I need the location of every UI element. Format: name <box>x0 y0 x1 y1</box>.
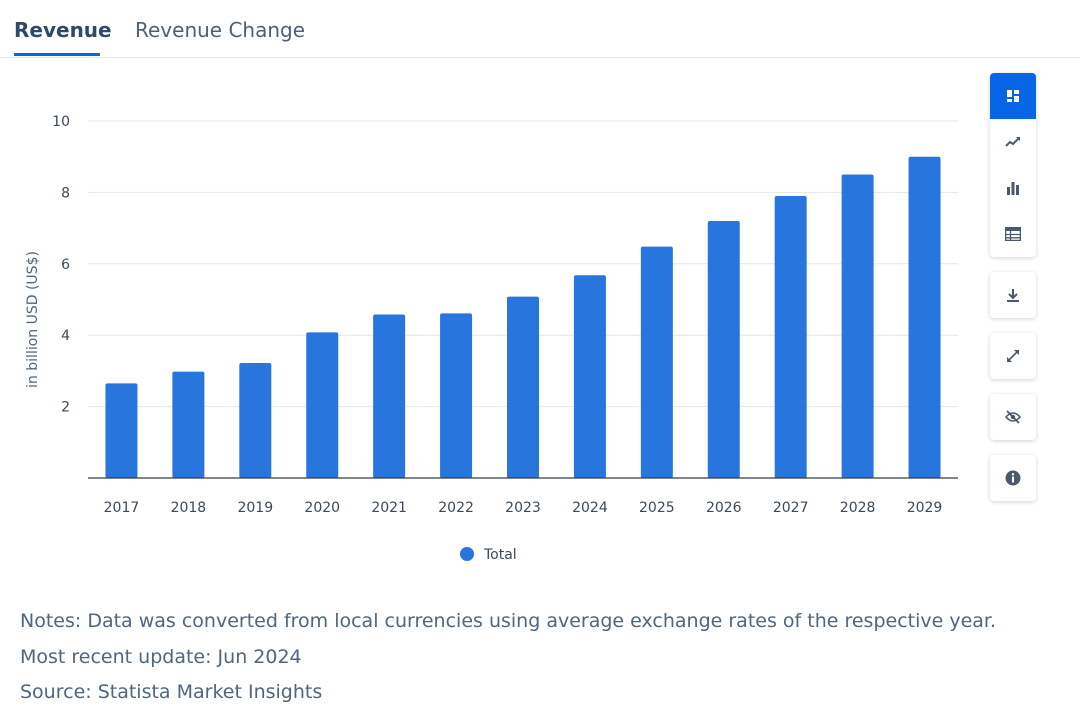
bar-2025[interactable] <box>640 246 673 478</box>
bar-2020[interactable] <box>306 332 339 478</box>
legend[interactable]: Total <box>460 547 517 563</box>
active-tab-indicator <box>14 53 100 56</box>
bar-2029[interactable] <box>908 156 941 478</box>
hide-toolbar <box>990 394 1036 440</box>
info-icon <box>1005 470 1021 486</box>
line-chart-view-button[interactable] <box>990 119 1036 165</box>
x-tick-label: 2018 <box>171 500 207 516</box>
update-text: Most recent update: Jun 2024 <box>20 645 302 668</box>
x-tick-label: 2020 <box>304 500 340 516</box>
line-chart-icon <box>1005 137 1020 147</box>
download-toolbar <box>990 272 1036 318</box>
chart-notes: Notes: Data was converted from local cur… <box>20 604 996 711</box>
source-text: Source: Statista Market Insights <box>20 681 323 703</box>
hide-icon <box>1005 410 1021 424</box>
bar-chart-icon <box>1007 182 1019 195</box>
y-tick-label: 6 <box>61 257 70 273</box>
table-icon <box>1005 227 1021 241</box>
bar-2021[interactable] <box>373 314 406 478</box>
y-tick-label: 10 <box>52 114 70 130</box>
notes-text: Notes: Data was converted from local cur… <box>20 610 997 632</box>
tab-bar: Revenue Revenue Change <box>0 0 1080 58</box>
dashboard-icon <box>1007 90 1019 102</box>
revenue-chart: 2017 2018 2019 2020 2021 2022 2023 2024 2025 2026… <box>25 114 958 563</box>
y-axis: 2 4 6 8 10 <box>52 114 70 416</box>
fullscreen-toolbar <box>990 333 1036 379</box>
x-axis: 2017 2018 2019 2020 2021 2022 2023 2024 2025 2026… <box>88 477 958 516</box>
dashboard-view-button[interactable] <box>990 73 1036 119</box>
tab-revenue-change[interactable]: Revenue Change <box>135 18 306 42</box>
download-button[interactable] <box>990 272 1036 318</box>
expand-icon <box>1007 350 1019 362</box>
x-tick-label: 2027 <box>773 500 809 516</box>
x-tick-label: 2021 <box>371 500 407 516</box>
x-tick-label: 2028 <box>840 500 876 516</box>
bar-2024[interactable] <box>573 275 606 478</box>
x-tick-label: 2019 <box>237 500 273 516</box>
x-tick-label: 2023 <box>505 500 541 516</box>
y-axis-label: in billion USD (US$) <box>25 251 41 388</box>
grid-lines <box>88 120 958 408</box>
bar-2023[interactable] <box>507 296 539 478</box>
y-tick-label: 8 <box>61 185 70 201</box>
bar-chart-view-button[interactable] <box>990 165 1036 211</box>
expand-button[interactable] <box>990 333 1036 379</box>
bar-2019[interactable] <box>239 363 272 478</box>
legend-label-total: Total <box>483 547 517 563</box>
x-tick-label: 2025 <box>639 500 675 516</box>
bar-2022[interactable] <box>440 313 473 478</box>
info-button[interactable] <box>990 455 1036 501</box>
x-tick-label: 2022 <box>438 500 474 516</box>
x-tick-label: 2029 <box>907 500 943 516</box>
legend-marker-total <box>460 547 474 561</box>
bars <box>105 156 941 479</box>
bar-2028[interactable] <box>841 174 874 479</box>
x-tick-label: 2026 <box>706 500 742 516</box>
x-tick-label: 2017 <box>104 500 140 516</box>
x-tick-label: 2024 <box>572 500 608 516</box>
bar-2027[interactable] <box>774 195 807 478</box>
table-view-button[interactable] <box>990 211 1036 257</box>
info-toolbar <box>990 455 1036 501</box>
tab-revenue[interactable]: Revenue <box>14 18 112 42</box>
chart-view-toolbar <box>990 73 1036 257</box>
bar-2018[interactable] <box>172 371 205 478</box>
hide-button[interactable] <box>990 394 1036 440</box>
bar-2026[interactable] <box>707 220 740 478</box>
bar-2017[interactable] <box>105 383 138 478</box>
y-tick-label: 4 <box>61 328 70 344</box>
y-tick-label: 2 <box>61 400 70 416</box>
download-icon <box>1007 289 1019 302</box>
